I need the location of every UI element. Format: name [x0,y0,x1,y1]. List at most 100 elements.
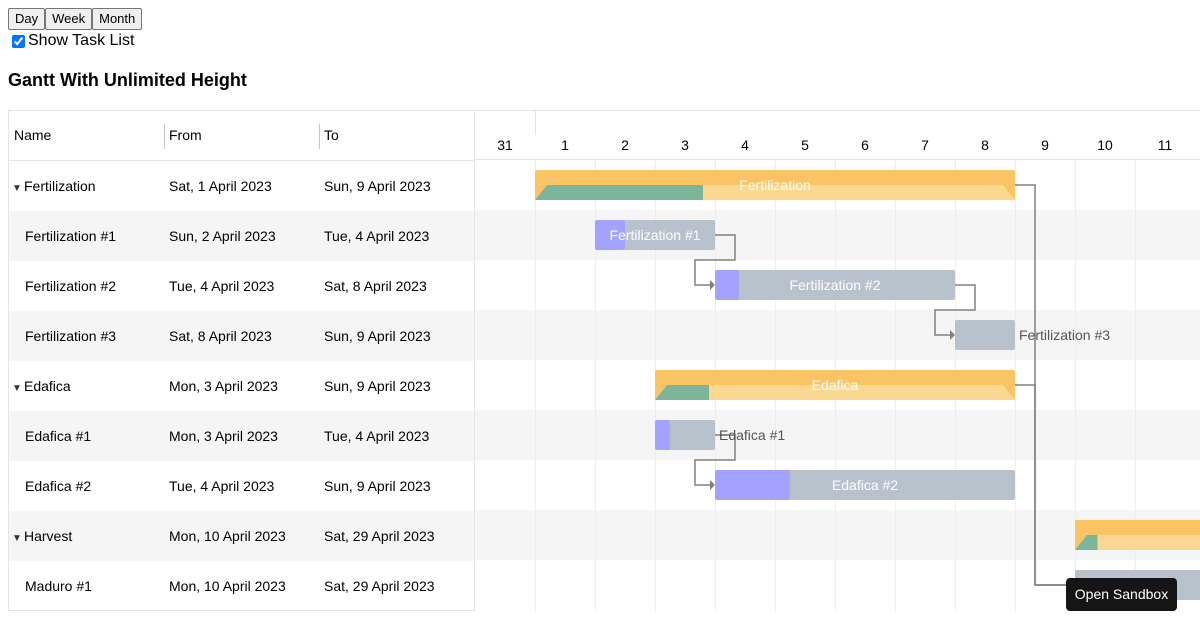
open-sandbox-button[interactable]: Open Sandbox [1066,578,1177,611]
task-progress-bar [595,220,625,250]
task-name-cell: ▼ Fertilization [12,161,96,211]
timeline-date-label: 31 [497,137,513,153]
task-bar [955,320,1015,350]
dependency-arrow [1015,384,1070,586]
task-from-date: Tue, 4 April 2023 [169,478,275,494]
gantt-chart: Name From To ▼ Fertilization Sat, 1 April … [8,110,1200,611]
dependency-arrowhead [710,480,715,490]
task-from-date: Sat, 1 April 2023 [169,178,272,194]
task-name-cell: Fertilization #1 [25,211,116,261]
project-bar-top [655,370,1015,385]
task-to-date: Tue, 4 April 2023 [324,228,430,244]
task-name: Harvest [24,528,73,544]
task-row[interactable]: ▼ Harvest Mon, 10 April 2023 Sat, 29 April … [9,511,474,561]
project-bar-left-cap [655,385,667,400]
task-name: Maduro #1 [25,578,92,594]
bar-label: Fertilization #2 [789,277,880,293]
task-progress-bar [715,470,790,500]
project-progress-bar [535,185,703,200]
gantt-timeline: 31 1 2 3 4 5 6 7 8 9 10 11 Fertilization Fertilizatio… [475,110,1200,611]
column-header-to: To [324,127,339,143]
column-divider [164,124,165,149]
timeline-date-label: 10 [1097,137,1113,153]
bar-label: Edafica [812,377,859,393]
dependency-arrowhead [710,280,715,290]
timeline-row-bg [475,410,1200,460]
page-title: Gantt With Unlimited Height [8,70,247,90]
show-task-list-toggle[interactable]: Show Task List [12,32,134,50]
task-name: Edafica #2 [25,478,92,494]
task-to-date: Sun, 9 April 2023 [324,378,431,394]
timeline-date-label: 6 [861,137,869,153]
dependency-arrowhead [950,330,955,340]
view-month-button[interactable]: Month [92,8,143,30]
dependency-arrow [694,434,736,486]
expand-toggle-icon[interactable]: ▼ [12,183,22,194]
task-name: Edafica [24,378,71,394]
show-task-list-checkbox[interactable] [12,34,25,48]
timeline-date-label: 11 [1158,137,1173,153]
task-list: Name From To ▼ Fertilization Sat, 1 April … [8,110,475,611]
column-divider [319,124,320,149]
task-to-date: Sun, 9 April 2023 [324,328,431,344]
timeline-date-label: 4 [741,137,749,153]
column-header-name: Name [14,127,52,143]
project-bar-top [535,170,1015,185]
task-name: Fertilization #1 [25,228,117,244]
timeline-date-label: 2 [621,137,629,153]
timeline-date-label: 9 [1041,137,1049,153]
bar-label: Fertilization [739,177,811,193]
task-to-date: Sat, 29 April 2023 [324,528,435,544]
project-bar-left-cap [1075,535,1087,550]
dependency-arrow [934,284,976,336]
view-week-button[interactable]: Week [45,8,93,30]
task-list-header: Name From To [9,111,474,161]
view-mode-buttons: Day Week Month [8,8,143,30]
task-progress-bar [655,420,670,450]
task-progress-bar [715,270,739,300]
bar-label: Fertilization #1 [609,227,700,243]
task-to-date: Sat, 8 April 2023 [324,278,427,294]
task-name-cell: Edafica #2 [25,461,91,511]
project-bar-left-cap [535,185,547,200]
task-name-cell: Fertilization #2 [25,261,116,311]
project-bar-right-cap [1003,385,1015,400]
dependency-arrow [694,234,736,286]
task-from-date: Tue, 4 April 2023 [169,278,275,294]
task-from-date: Sat, 8 April 2023 [169,328,272,344]
task-name-cell: Maduro #1 [25,561,92,611]
task-name-cell: Fertilization #3 [25,311,116,361]
task-row[interactable]: ▼ Edafica Mon, 3 April 2023 Sun, 9 April 20… [9,361,474,411]
task-name: Fertilization #3 [25,328,117,344]
task-name: Fertilization [24,178,96,194]
task-row[interactable]: Maduro #1 Mon, 10 April 2023 Sat, 29 April… [9,561,474,611]
task-to-date: Sat, 29 April 2023 [324,578,435,594]
task-row[interactable]: Edafica #2 Tue, 4 April 2023 Sun, 9 April … [9,461,474,511]
task-row[interactable]: Fertilization #3 Sat, 8 April 2023 Sun, 9 … [9,311,474,361]
task-to-date: Sun, 9 April 2023 [324,478,431,494]
timeline-row-bg [475,210,1200,260]
show-task-list-label: Show Task List [28,32,135,49]
column-header-from: From [169,127,202,143]
task-row[interactable]: Fertilization #1 Sun, 2 April 2023 Tue, 4 … [9,211,474,261]
gantt-timeline-svg: 31 1 2 3 4 5 6 7 8 9 10 11 Fertilization Fertilizatio… [475,110,1200,611]
task-name-cell: ▼ Edafica [12,361,71,411]
task-name: Edafica #1 [25,428,92,444]
expand-toggle-icon[interactable]: ▼ [12,533,22,544]
task-row[interactable]: Fertilization #2 Tue, 4 April 2023 Sat, 8 … [9,261,474,311]
project-bar-top [1075,520,1200,535]
bar-label: Edafica #2 [832,477,898,493]
task-from-date: Mon, 10 April 2023 [169,578,286,594]
bar-label: Fertilization #3 [1019,327,1110,343]
task-row[interactable]: ▼ Fertilization Sat, 1 April 2023 Sun, 9 Ap… [9,161,474,211]
task-name: Fertilization #2 [25,278,117,294]
task-from-date: Mon, 3 April 2023 [169,428,278,444]
task-from-date: Mon, 3 April 2023 [169,378,278,394]
view-day-button[interactable]: Day [8,8,46,30]
timeline-date-label: 1 [561,137,569,153]
task-row[interactable]: Edafica #1 Mon, 3 April 2023 Tue, 4 April … [9,411,474,461]
task-from-date: Sun, 2 April 2023 [169,228,276,244]
project-progress-bar [655,385,709,400]
timeline-date-label: 7 [921,137,929,153]
expand-toggle-icon[interactable]: ▼ [12,383,22,394]
